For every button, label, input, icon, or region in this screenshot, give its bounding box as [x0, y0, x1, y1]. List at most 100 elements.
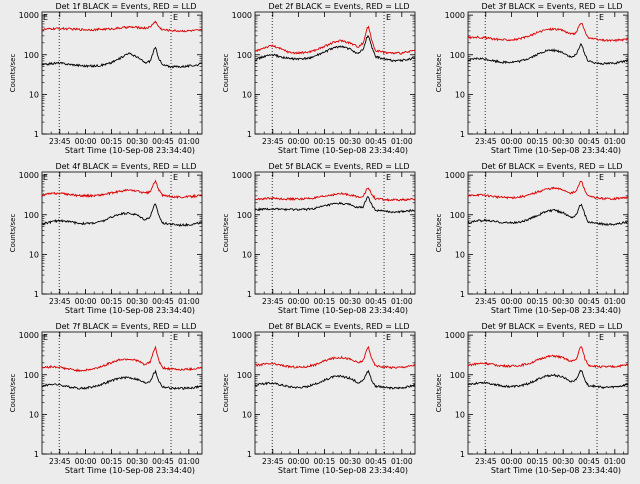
detector-panel-4: Det 4f BLACK = Events, RED = LLD 1 10 100 10… — [9, 162, 203, 315]
y-tick-label: 10 — [455, 90, 465, 99]
series-line-lld — [467, 346, 629, 369]
y-tick-label: 100 — [237, 211, 252, 220]
panel-title: Det 4f BLACK = Events, RED = LLD — [55, 162, 196, 171]
y-tick-label: 1000 — [445, 331, 465, 340]
y-tick-label: 100 — [237, 51, 252, 60]
panel-title: Det 9f BLACK = Events, RED = LLD — [481, 322, 622, 331]
y-tick-label: 1 — [460, 130, 465, 139]
y-axis-label: Counts/sec — [435, 374, 443, 413]
y-tick-label: 10 — [29, 410, 39, 419]
x-tick-label: 00:15 — [314, 297, 336, 306]
x-axis-label: Start Time (10-Sep-08 23:34:40) — [278, 306, 408, 315]
panel-title: Det 5f BLACK = Events, RED = LLD — [268, 162, 409, 171]
x-tick-label: 00:15 — [101, 137, 123, 146]
y-tick-label: 10 — [455, 410, 465, 419]
y-tick-label: 1000 — [232, 171, 252, 180]
series-line-lld — [467, 22, 629, 43]
corner-letter: E — [173, 333, 178, 342]
x-axis-label: Start Time (10-Sep-08 23:34:40) — [278, 466, 408, 475]
panel-title: Det 2f BLACK = Events, RED = LLD — [268, 2, 409, 11]
x-tick-label: 00:45 — [152, 137, 174, 146]
corner-letter: E — [599, 173, 604, 182]
y-axis-label: Counts/sec — [222, 54, 230, 93]
x-tick-label: 00:00 — [75, 457, 97, 466]
series-line-events — [41, 369, 203, 391]
series-line-events — [41, 46, 202, 69]
x-tick-label: 23:45 — [262, 457, 284, 466]
x-tick-label: 00:45 — [365, 137, 387, 146]
y-tick-label: 10 — [455, 250, 465, 259]
x-tick-label: 23:45 — [49, 297, 71, 306]
plot-frame — [467, 331, 629, 455]
x-tick-label: 01:00 — [391, 137, 413, 146]
x-tick-label: 01:00 — [178, 137, 200, 146]
x-axis-label: Start Time (10-Sep-08 23:34:40) — [278, 146, 408, 155]
x-tick-label: 00:30 — [339, 137, 361, 146]
corner-letter: E — [386, 13, 391, 22]
x-axis-label: Start Time (10-Sep-08 23:34:40) — [65, 306, 195, 315]
plot-frame — [41, 11, 203, 135]
series-line-lld — [254, 187, 416, 202]
y-axis-label: Counts/sec — [222, 374, 230, 413]
x-tick-label: 00:00 — [288, 297, 310, 306]
detector-panel-9: Det 9f BLACK = Events, RED = LLD 1 10 100 10… — [435, 322, 629, 475]
x-tick-label: 00:45 — [578, 297, 600, 306]
plot-frame — [467, 171, 629, 295]
y-tick-label: 100 — [237, 371, 252, 380]
detector-panel-7: Det 7f BLACK = Events, RED = LLD 1 10 100 10… — [9, 322, 203, 475]
x-axis-label: Start Time (10-Sep-08 23:34:40) — [491, 146, 621, 155]
x-tick-label: 00:15 — [527, 137, 549, 146]
y-axis-label: Counts/sec — [9, 54, 17, 93]
series-line-events — [254, 195, 415, 214]
x-tick-label: 00:30 — [126, 137, 148, 146]
x-tick-label: 23:45 — [49, 457, 71, 466]
x-tick-label: 00:45 — [152, 297, 174, 306]
x-tick-label: 00:15 — [314, 137, 336, 146]
x-tick-label: 01:00 — [178, 457, 200, 466]
x-tick-label: 01:00 — [391, 297, 413, 306]
y-tick-label: 1000 — [19, 11, 39, 20]
x-tick-label: 00:30 — [552, 297, 574, 306]
x-tick-label: 00:30 — [339, 457, 361, 466]
plot-frame — [254, 331, 416, 455]
corner-letter: E — [173, 173, 178, 182]
x-tick-label: 00:30 — [552, 457, 574, 466]
series-line-events — [254, 35, 415, 63]
y-axis-label: Counts/sec — [435, 54, 443, 93]
panel-title: Det 3f BLACK = Events, RED = LLD — [481, 2, 622, 11]
series-line-lld — [41, 345, 203, 373]
x-axis-label: Start Time (10-Sep-08 23:34:40) — [65, 466, 195, 475]
x-tick-label: 00:30 — [126, 457, 148, 466]
y-tick-label: 100 — [24, 51, 39, 60]
y-axis-label: Counts/sec — [9, 374, 17, 413]
x-tick-label: 00:15 — [314, 457, 336, 466]
x-tick-label: 00:30 — [339, 297, 361, 306]
y-axis-label: Counts/sec — [9, 214, 17, 253]
x-tick-label: 23:45 — [262, 297, 284, 306]
x-tick-label: 00:15 — [101, 297, 123, 306]
y-tick-label: 1000 — [445, 11, 465, 20]
y-tick-label: 100 — [24, 371, 39, 380]
x-axis-label: Start Time (10-Sep-08 23:34:40) — [491, 306, 621, 315]
y-axis-label: Counts/sec — [435, 214, 443, 253]
y-tick-label: 1000 — [19, 331, 39, 340]
x-tick-label: 00:30 — [126, 297, 148, 306]
y-tick-label: 10 — [242, 410, 252, 419]
series-line-lld — [41, 20, 203, 33]
x-tick-label: 00:45 — [365, 297, 387, 306]
series-line-lld — [255, 25, 416, 55]
panel-title: Det 8f BLACK = Events, RED = LLD — [268, 322, 409, 331]
series-line-events — [467, 42, 629, 65]
corner-letter: E — [386, 173, 391, 182]
y-tick-label: 1 — [460, 450, 465, 459]
corner-letter: E — [599, 333, 604, 342]
y-tick-label: 1 — [247, 290, 252, 299]
x-tick-label: 00:45 — [578, 137, 600, 146]
corner-letter: E — [43, 13, 48, 22]
x-tick-label: 00:15 — [527, 457, 549, 466]
x-tick-label: 01:00 — [604, 457, 626, 466]
series-line-lld — [254, 345, 416, 370]
x-tick-label: 00:45 — [578, 457, 600, 466]
y-tick-label: 1 — [460, 290, 465, 299]
x-tick-label: 00:30 — [552, 137, 574, 146]
